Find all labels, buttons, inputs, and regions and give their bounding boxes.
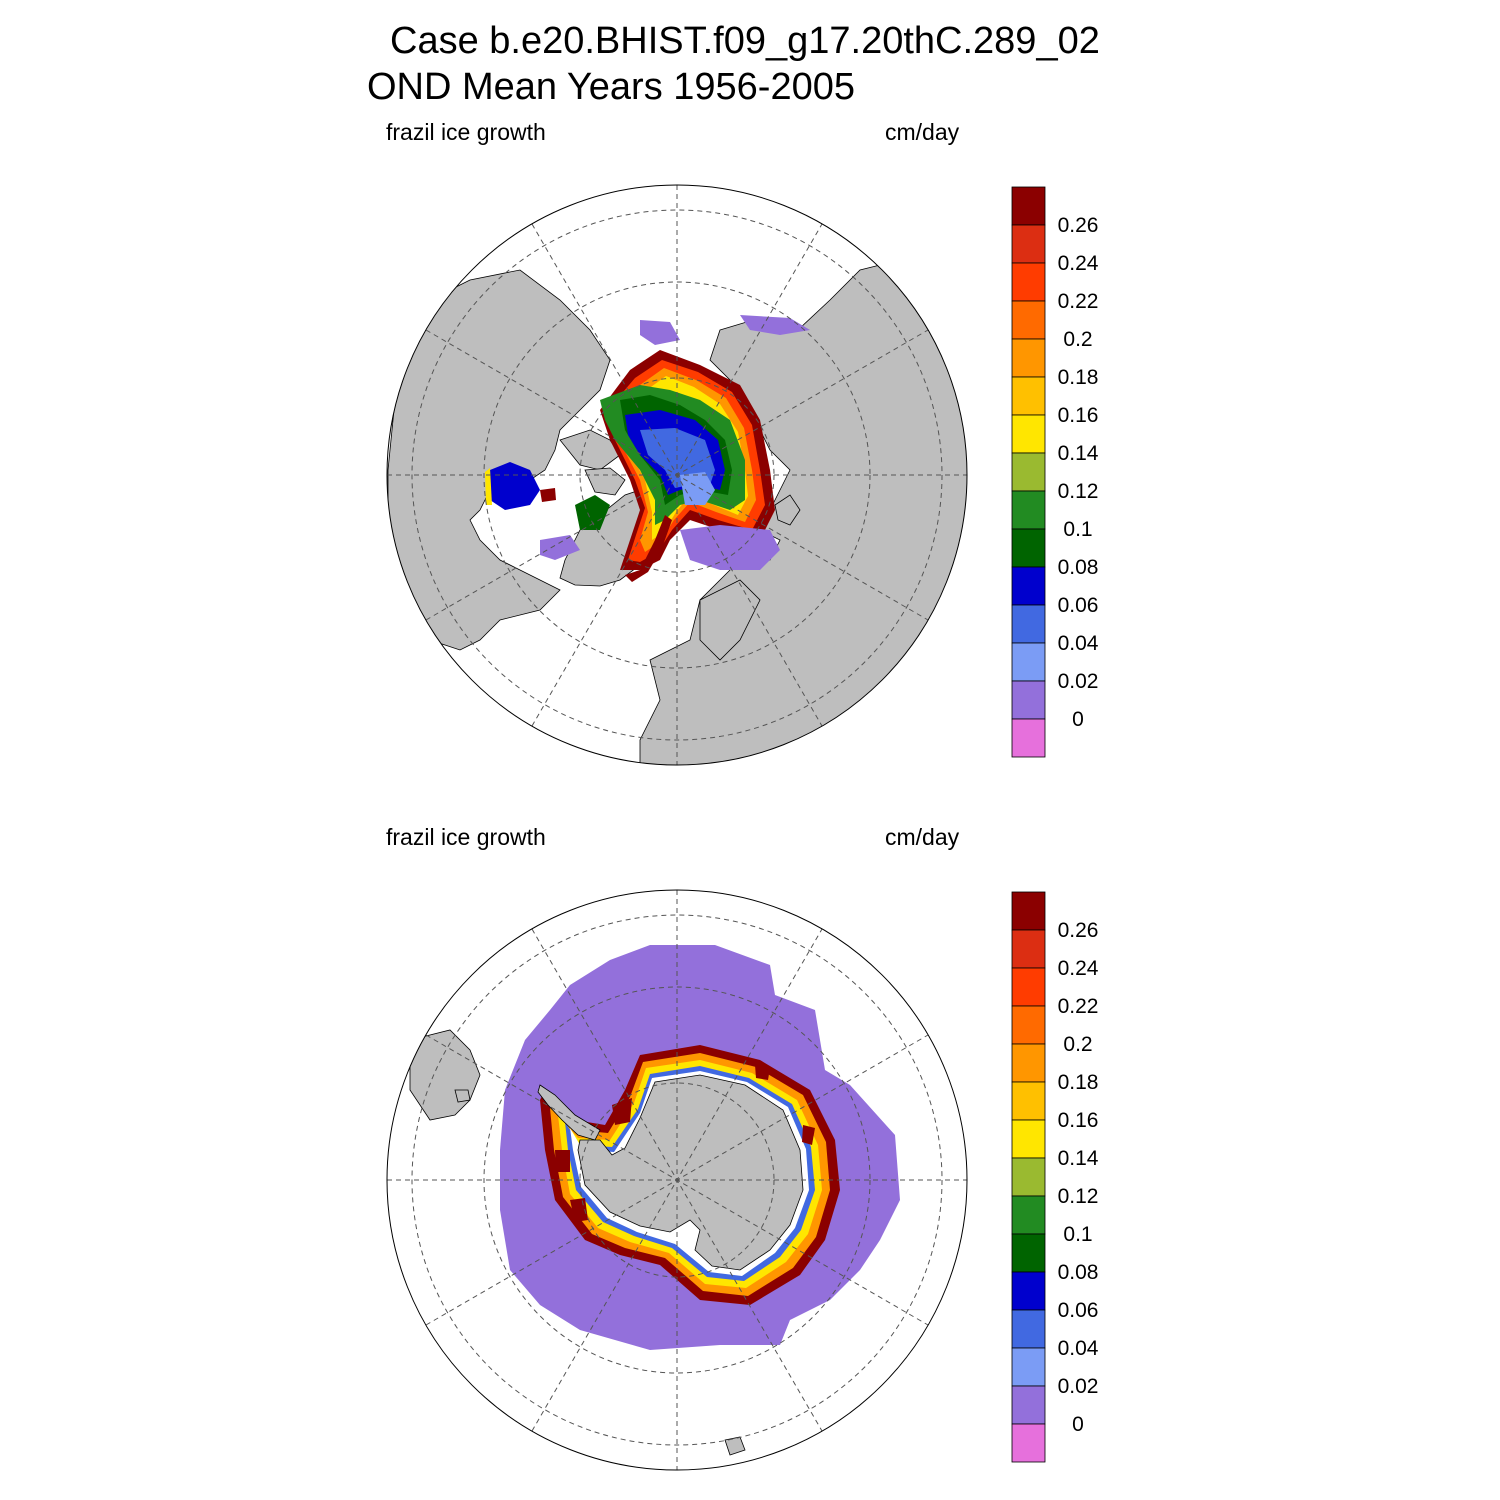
north-colorbar-swatch bbox=[1011, 262, 1046, 302]
south-colorbar-tick-label: 0.02 bbox=[1058, 1375, 1099, 1398]
amundsen-darkred bbox=[555, 1150, 570, 1172]
bering-purple bbox=[640, 320, 680, 345]
north-colorbar-swatch bbox=[1011, 680, 1046, 720]
north-colorbar-swatch bbox=[1011, 224, 1046, 264]
hudson-bay-field bbox=[490, 462, 540, 510]
south-colorbar-swatch bbox=[1011, 1157, 1046, 1197]
south-colorbar-swatch bbox=[1011, 1385, 1046, 1425]
north-land-masses bbox=[387, 259, 967, 765]
north-colorbar-tick-label: 0.16 bbox=[1058, 404, 1099, 427]
north-colorbar-swatch bbox=[1011, 452, 1046, 492]
tasmania-land bbox=[724, 1436, 746, 1456]
south-colorbar-swatch bbox=[1011, 1119, 1046, 1159]
south-graticule bbox=[387, 890, 967, 1470]
south-colorbar-swatch bbox=[1011, 1005, 1046, 1045]
south-colorbar: 0.26 0.24 0.22 0.2 0.18 0.16 0.14 0.12 0.1 0.08 0.… bbox=[1011, 891, 1099, 1463]
north-colorbar-swatch bbox=[1011, 300, 1046, 340]
south-panel-variable-label: frazil ice growth bbox=[386, 824, 546, 850]
weddell-darkred bbox=[612, 1098, 632, 1125]
north-graticule bbox=[387, 185, 967, 765]
hudson-bay-rim bbox=[485, 468, 492, 505]
south-colorbar-swatch bbox=[1011, 1195, 1046, 1235]
north-colorbar-tick-label: 0.22 bbox=[1058, 290, 1099, 313]
south-colorbar-swatch bbox=[1011, 1347, 1046, 1387]
south-colorbar-tick-label: 0.14 bbox=[1058, 1147, 1099, 1170]
north-colorbar-tick-label: 0.26 bbox=[1058, 214, 1099, 237]
south-colorbar-tick-label: 0.16 bbox=[1058, 1109, 1099, 1132]
north-colorbar-swatch bbox=[1011, 642, 1046, 682]
south-colorbar-swatch bbox=[1011, 1271, 1046, 1311]
south-colorbar-tick-label: 0.08 bbox=[1058, 1261, 1099, 1284]
antarctica-land bbox=[577, 1074, 804, 1271]
north-polar-map: 0.26 0.24 0.22 0.2 0.18 0.16 0.14 0.12 0.1 0.08 0.… bbox=[386, 184, 1099, 766]
labrador-purple bbox=[540, 535, 580, 560]
okhotsk-purple bbox=[740, 315, 810, 335]
north-map-border bbox=[386, 184, 968, 766]
south-colorbar-tick-label: 0.06 bbox=[1058, 1299, 1099, 1322]
plot-title-case: Case b.e20.BHIST.f09_g17.20thC.289_02 bbox=[390, 20, 1100, 62]
south-colorbar-tick-label: 0.04 bbox=[1058, 1337, 1099, 1360]
arctic-lightblue bbox=[680, 472, 715, 505]
east-darkred bbox=[755, 1065, 770, 1080]
plot-title-period: OND Mean Years 1956-2005 bbox=[367, 66, 855, 108]
greenland-coast-strip bbox=[625, 515, 672, 582]
falklands-land bbox=[454, 1089, 471, 1103]
south-colorbar-swatch bbox=[1011, 1081, 1046, 1121]
south-colorbar-swatch bbox=[1011, 929, 1046, 969]
north-colorbar-tick-label: 0.06 bbox=[1058, 594, 1099, 617]
north-colorbar-tick-label: 0 bbox=[1072, 708, 1084, 731]
north-colorbar-swatch bbox=[1011, 338, 1046, 378]
south-colorbar-tick-label: 0.1 bbox=[1063, 1223, 1092, 1246]
south-colorbar-tick-label: 0.24 bbox=[1058, 957, 1099, 980]
scandinavia-land bbox=[699, 579, 761, 661]
north-colorbar-tick-label: 0.14 bbox=[1058, 442, 1099, 465]
south-panel-units-label: cm/day bbox=[885, 824, 960, 850]
baffin-bay-field bbox=[575, 495, 610, 530]
north-colorbar: 0.26 0.24 0.22 0.2 0.18 0.16 0.14 0.12 0.1 0.08 0.… bbox=[1011, 186, 1099, 758]
south-colorbar-swatch bbox=[1011, 891, 1046, 931]
north-panel-variable-label: frazil ice growth bbox=[386, 119, 546, 145]
prydz-darkred bbox=[802, 1125, 815, 1145]
north-colorbar-swatch bbox=[1011, 376, 1046, 416]
north-colorbar-swatch bbox=[1011, 414, 1046, 454]
north-colorbar-swatch bbox=[1011, 490, 1046, 530]
south-map-border bbox=[386, 889, 968, 1471]
south-colorbar-swatch bbox=[1011, 967, 1046, 1007]
south-polar-map: 0.26 0.24 0.22 0.2 0.18 0.16 0.14 0.12 0.1 0.08 0.… bbox=[386, 889, 1099, 1471]
south-colorbar-swatch bbox=[1011, 1043, 1046, 1083]
north-colorbar-tick-label: 0.18 bbox=[1058, 366, 1099, 389]
south-colorbar-swatch bbox=[1011, 1309, 1046, 1349]
north-colorbar-swatch bbox=[1011, 604, 1046, 644]
north-colorbar-swatch bbox=[1011, 566, 1046, 606]
south-colorbar-tick-label: 0.12 bbox=[1058, 1185, 1099, 1208]
nordic-seas-purple bbox=[680, 525, 780, 570]
north-colorbar-swatch bbox=[1011, 186, 1046, 226]
north-colorbar-tick-label: 0.12 bbox=[1058, 480, 1099, 503]
south-colorbar-tick-label: 0 bbox=[1072, 1413, 1084, 1436]
north-colorbar-swatch bbox=[1011, 718, 1046, 758]
north-colorbar-tick-label: 0.02 bbox=[1058, 670, 1099, 693]
north-panel-units-label: cm/day bbox=[885, 119, 960, 145]
south-colorbar-swatch bbox=[1011, 1423, 1046, 1463]
south-colorbar-tick-label: 0.18 bbox=[1058, 1071, 1099, 1094]
north-colorbar-tick-label: 0.08 bbox=[1058, 556, 1099, 579]
north-colorbar-tick-label: 0.1 bbox=[1063, 518, 1092, 541]
south-colorbar-tick-label: 0.2 bbox=[1063, 1033, 1092, 1056]
baffin-bay-darkred bbox=[540, 488, 556, 502]
north-colorbar-tick-label: 0.2 bbox=[1063, 328, 1092, 351]
north-colorbar-tick-label: 0.24 bbox=[1058, 252, 1099, 275]
south-colorbar-tick-label: 0.22 bbox=[1058, 995, 1099, 1018]
south-colorbar-tick-label: 0.26 bbox=[1058, 919, 1099, 942]
north-colorbar-tick-label: 0.04 bbox=[1058, 632, 1099, 655]
north-colorbar-swatch bbox=[1011, 528, 1046, 568]
novaya-zemlya-land bbox=[774, 494, 801, 526]
south-colorbar-swatch bbox=[1011, 1233, 1046, 1273]
